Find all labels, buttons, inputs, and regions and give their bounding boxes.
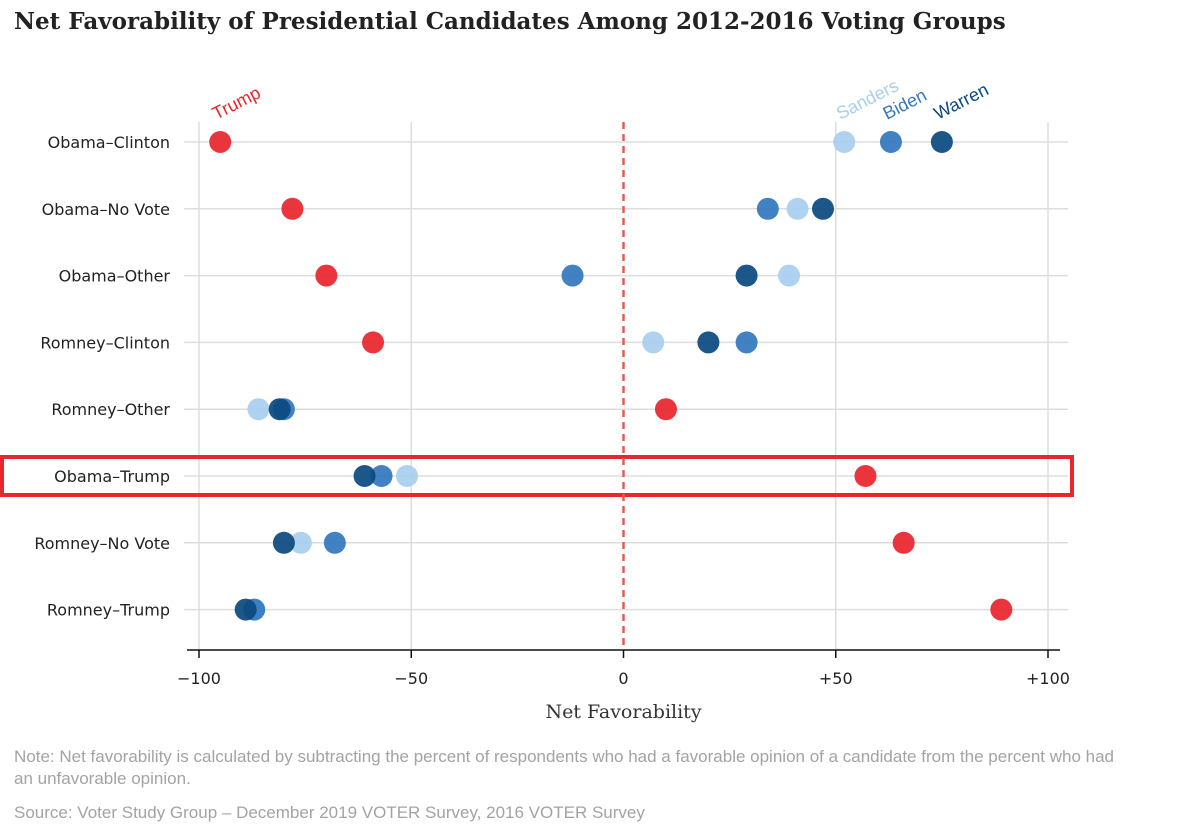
data-point-warren <box>735 264 758 287</box>
data-point-sanders <box>833 131 856 153</box>
data-point-sanders <box>778 264 801 287</box>
category-labels: Obama–Clinton Obama–No Vote Obama–Other Rom… <box>34 133 170 620</box>
data-point-warren <box>930 131 953 153</box>
category-label: Romney–Clinton <box>40 333 170 352</box>
x-tick-label: +100 <box>1026 669 1070 688</box>
data-points <box>209 131 1013 621</box>
data-point-warren <box>353 465 376 487</box>
data-point-warren <box>234 598 257 621</box>
data-point-biden <box>323 531 346 554</box>
data-point-trump <box>209 131 232 153</box>
category-label: Romney–Trump <box>47 601 170 620</box>
data-point-biden <box>756 197 779 220</box>
category-label: Romney–No Vote <box>34 534 170 553</box>
x-axis-title: Net Favorability <box>545 701 701 723</box>
footnote: Note: Net favorability is calculated by … <box>14 747 1115 788</box>
dot-plot: −100 −50 0 +50 +100 Obama–Clinton Obama–No Vo… <box>0 75 1074 723</box>
x-axis-ticks: −100 −50 0 +50 +100 <box>177 650 1070 688</box>
data-point-sanders <box>642 331 665 354</box>
highlight-box <box>0 455 1074 497</box>
data-point-sanders <box>289 531 312 554</box>
category-label: Obama–Clinton <box>48 133 170 152</box>
source-note: Source: Voter Study Group – December 201… <box>14 803 645 822</box>
x-tick-label: 0 <box>618 669 628 688</box>
data-point-trump <box>892 531 915 554</box>
data-point-trump <box>854 465 877 487</box>
series-label-warren: Warren <box>931 79 992 123</box>
row-lines <box>184 141 1068 611</box>
chart-title: Net Favorability of Presidential Candida… <box>14 8 1006 35</box>
x-tick-label: −50 <box>394 669 428 688</box>
data-point-biden <box>735 331 758 354</box>
data-point-trump <box>281 197 304 220</box>
data-point-sanders <box>396 465 419 487</box>
x-tick-label: −100 <box>177 669 221 688</box>
data-point-biden <box>561 264 584 287</box>
data-point-sanders <box>786 197 809 220</box>
data-point-trump <box>990 598 1013 621</box>
x-tick-label: +50 <box>819 669 853 688</box>
data-point-biden <box>370 465 393 487</box>
category-label: Romney–Other <box>51 400 170 419</box>
data-point-warren <box>268 398 291 421</box>
category-label: Obama–Other <box>59 267 171 286</box>
gridlines <box>198 122 1049 650</box>
series-label-trump: Trump <box>209 82 264 123</box>
data-point-warren <box>812 197 835 220</box>
data-point-warren <box>272 531 295 554</box>
category-label: Obama–No Vote <box>42 200 170 219</box>
data-point-trump <box>654 398 677 421</box>
category-label: Obama–Trump <box>54 467 170 486</box>
data-point-biden <box>879 131 902 153</box>
data-point-warren <box>697 331 720 354</box>
data-point-trump <box>362 331 385 354</box>
data-point-trump <box>315 264 338 287</box>
data-point-sanders <box>247 398 270 421</box>
